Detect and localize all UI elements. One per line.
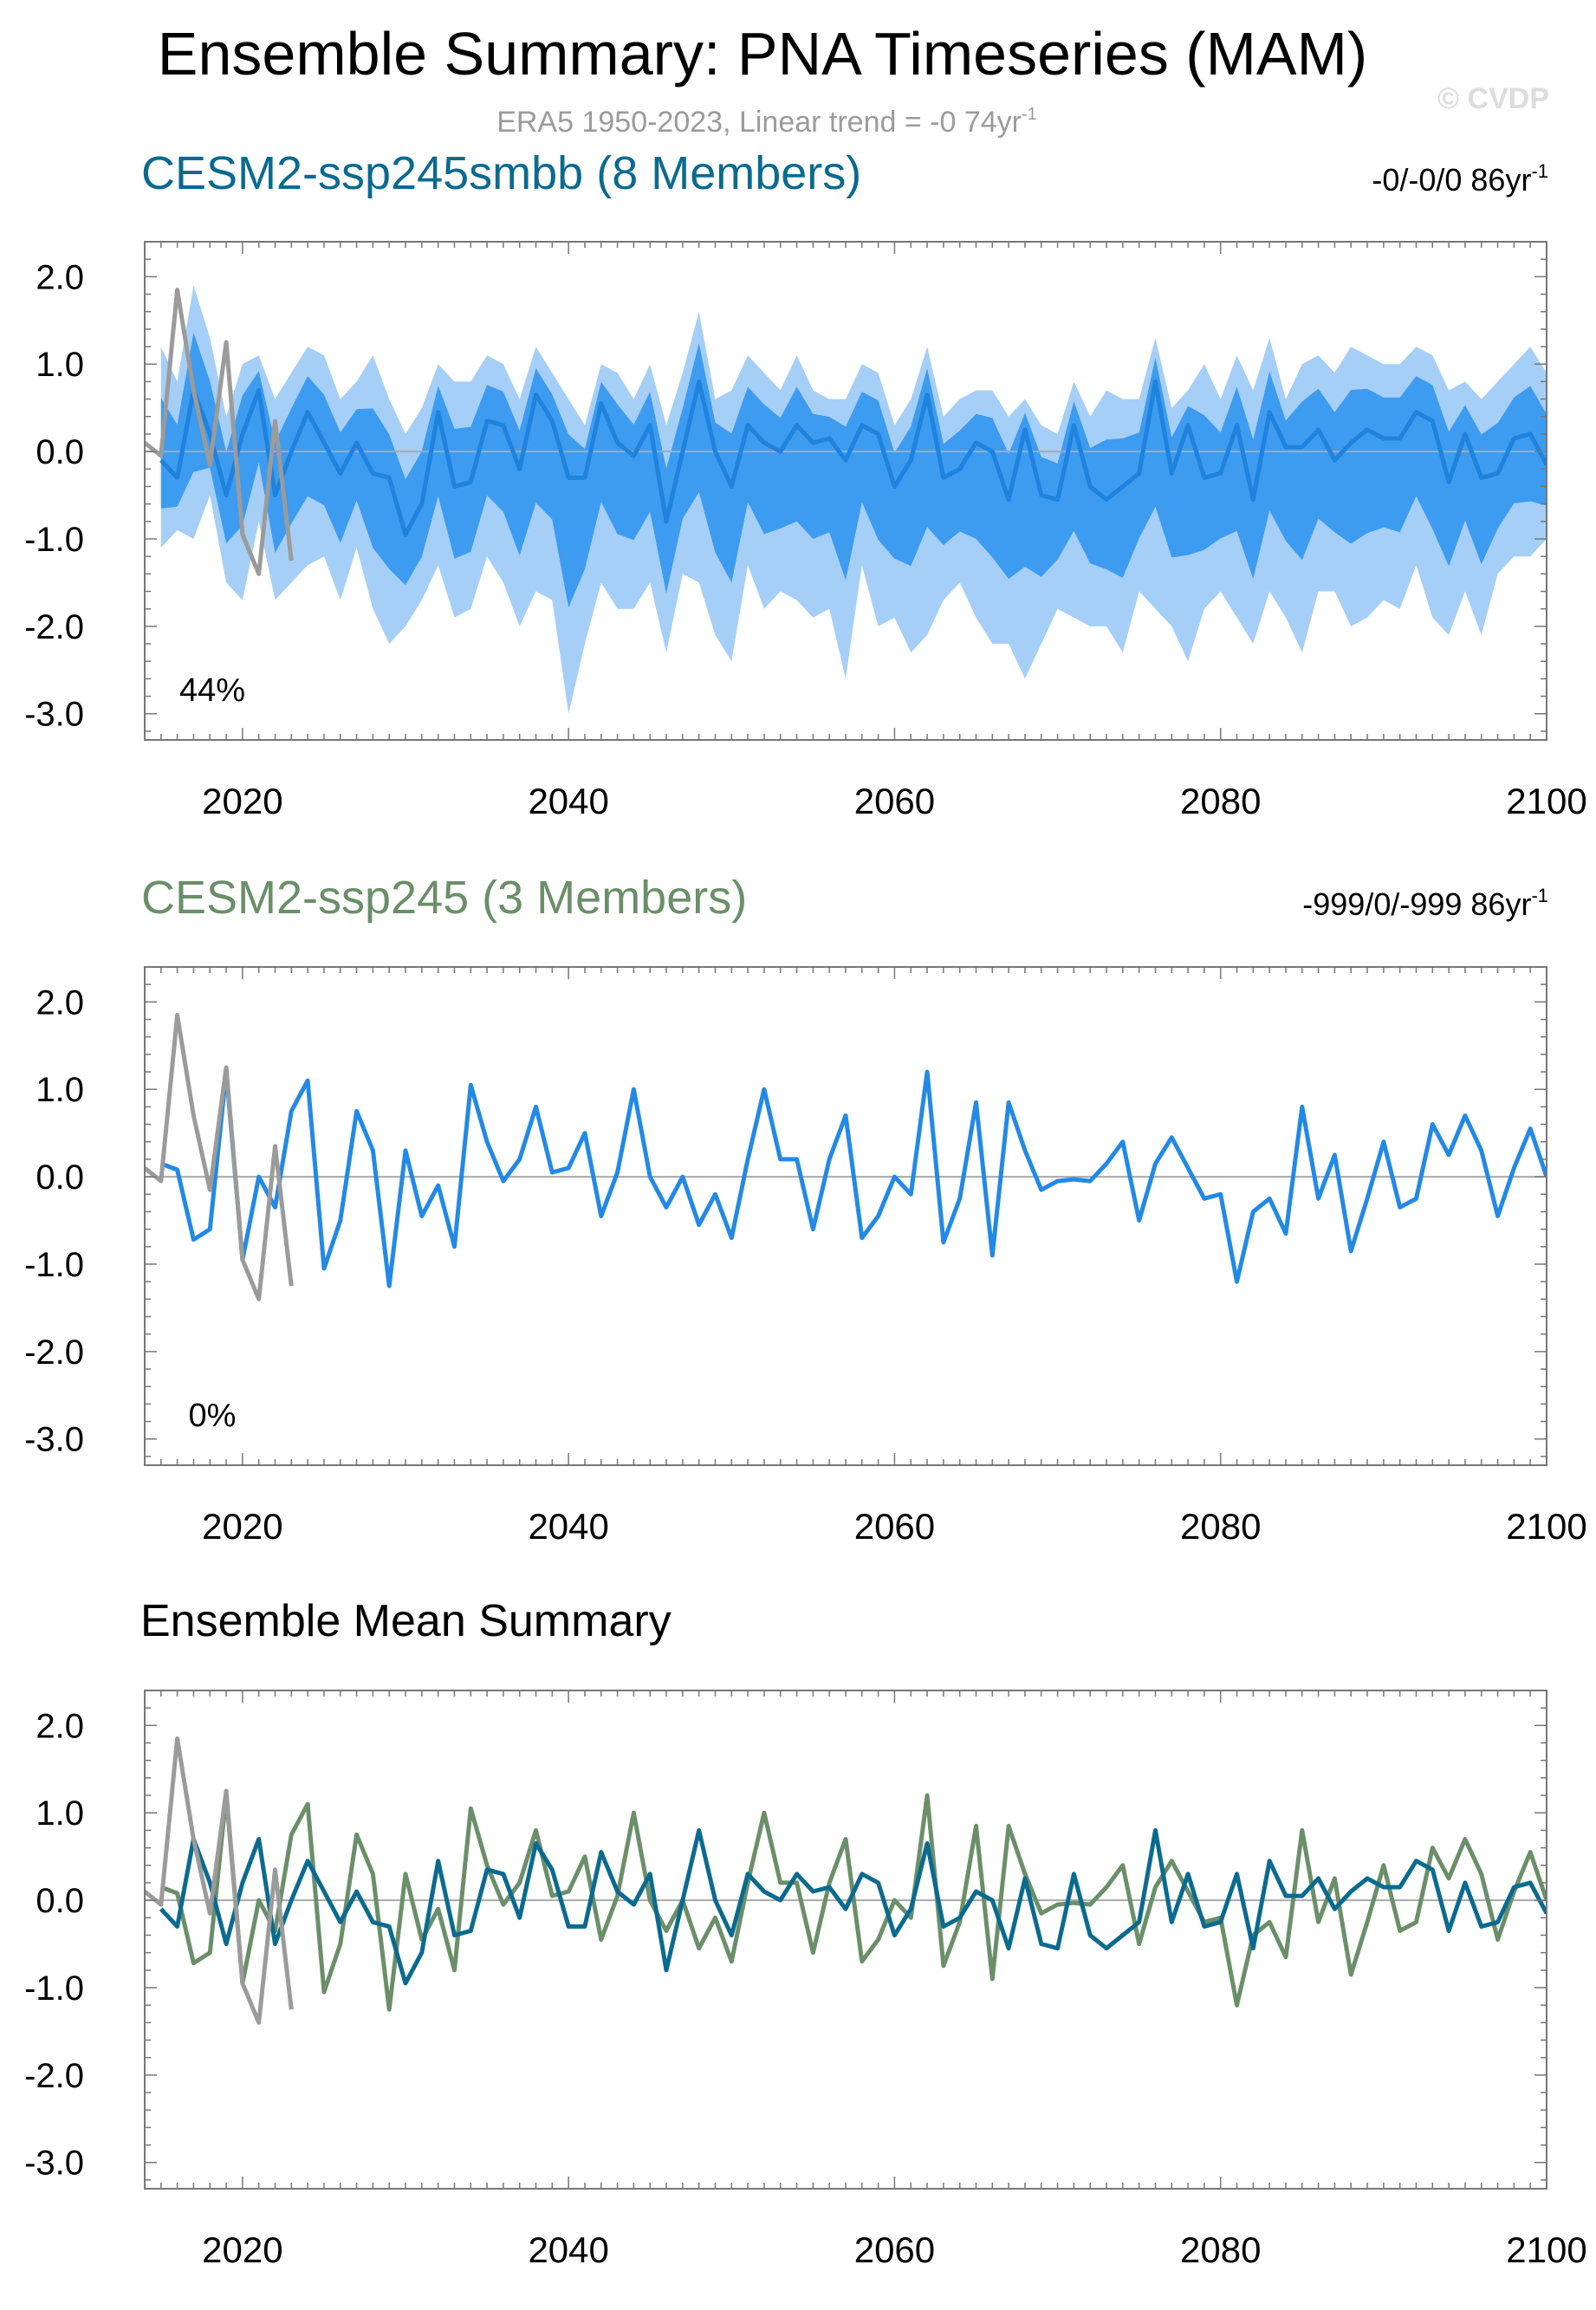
x-tick-label: 2040 [528, 1506, 608, 1547]
plot-frame [144, 966, 1547, 1466]
y-tick-label: 1.0 [36, 346, 84, 384]
panels: CESM2-ssp245smbb (8 Members) -0/-0/0 86yr… [24, 147, 1587, 2270]
y-tick-label: 2.0 [36, 1707, 84, 1745]
watermark: © CVDP [1437, 82, 1549, 115]
plot-area [145, 285, 1547, 714]
y-tick-label: -3.0 [24, 696, 84, 734]
y-tick-label: 0.0 [36, 1882, 84, 1920]
x-tick-label: 2040 [528, 781, 608, 821]
y-tick-label: 0.0 [36, 1158, 84, 1197]
y-tick-label: 1.0 [36, 1071, 84, 1109]
subtitle-text: ERA5 1950-2023, Linear trend = -0 74yr [496, 106, 1022, 139]
x-tick-label: 2020 [202, 1506, 282, 1547]
panel-title: CESM2-ssp245 (3 Members) [141, 872, 747, 924]
subtitle-sup: -1 [1022, 105, 1037, 124]
trend-text: -0/-0/0 86yr [1372, 162, 1531, 198]
x-tick-label: 2080 [1180, 781, 1261, 821]
x-tick-label: 2060 [854, 2229, 935, 2270]
y-tick-label: -3.0 [24, 2145, 84, 2183]
plot-area [145, 1013, 1547, 1301]
panel-1: CESM2-ssp245smbb (8 Members) -0/-0/0 86yr… [24, 147, 1587, 821]
ssp245-mean-line [159, 1793, 1547, 2012]
percent-label: 44% [179, 672, 245, 709]
era5-line [145, 288, 294, 576]
y-tick-label: 0.0 [36, 433, 84, 471]
era5-line [145, 1736, 294, 2025]
y-tick-label: -1.0 [24, 1969, 84, 2008]
percent-label: 0% [189, 1398, 237, 1434]
trend-sup: -1 [1531, 160, 1548, 182]
ensemble-mean-line [159, 1069, 1547, 1288]
x-tick-label: 2100 [1506, 2229, 1586, 2270]
trend-sup: -1 [1531, 885, 1548, 906]
plot-area [145, 1736, 1547, 2025]
x-tick-label: 2020 [202, 2229, 282, 2270]
trend-label: -0/-0/0 86yr-1 [1372, 160, 1548, 198]
figure-subtitle: ERA5 1950-2023, Linear trend = -0 74yr-1 [496, 105, 1037, 139]
panel-title: CESM2-ssp245smbb (8 Members) [141, 147, 861, 199]
trend-text: -999/0/-999 86yr [1302, 886, 1531, 922]
x-tick-label: 2080 [1180, 1506, 1261, 1547]
panel-2: CESM2-ssp245 (3 Members) -999/0/-999 86yr… [24, 872, 1587, 1547]
x-tick-label: 2040 [528, 2229, 608, 2270]
y-tick-label: -1.0 [24, 1246, 84, 1284]
trend-label: -999/0/-999 86yr-1 [1302, 885, 1548, 922]
panel-3: Ensemble Mean Summary 2.0 1.0 0.0 -1.0 -2.0 -3… [24, 1596, 1587, 2270]
figure-title: Ensemble Summary: PNA Timeseries (MAM) [158, 20, 1367, 88]
x-tick-label: 2020 [202, 781, 282, 821]
x-tick-label: 2060 [854, 781, 935, 821]
y-tick-label: -1.0 [24, 521, 84, 559]
y-tick-label: -3.0 [24, 1421, 84, 1459]
y-tick-label: 2.0 [36, 983, 84, 1022]
x-tick-label: 2080 [1180, 2229, 1261, 2270]
y-tick-label: 2.0 [36, 258, 84, 296]
y-tick-label: 1.0 [36, 1794, 84, 1833]
ensemble-mean-line [159, 379, 1547, 537]
y-tick-label: -2.0 [24, 2057, 84, 2095]
x-tick-label: 2100 [1506, 781, 1586, 821]
y-tick-label: -2.0 [24, 1333, 84, 1372]
era5-line [145, 1013, 294, 1301]
y-tick-label: -2.0 [24, 608, 84, 646]
smbb-mean-line [159, 1827, 1547, 1986]
x-tick-label: 2060 [854, 1506, 935, 1547]
plot-frame [144, 1690, 1547, 2190]
x-tick-label: 2100 [1506, 1506, 1586, 1547]
panel-title: Ensemble Mean Summary [140, 1596, 671, 1646]
range-band-inner [160, 332, 1547, 608]
